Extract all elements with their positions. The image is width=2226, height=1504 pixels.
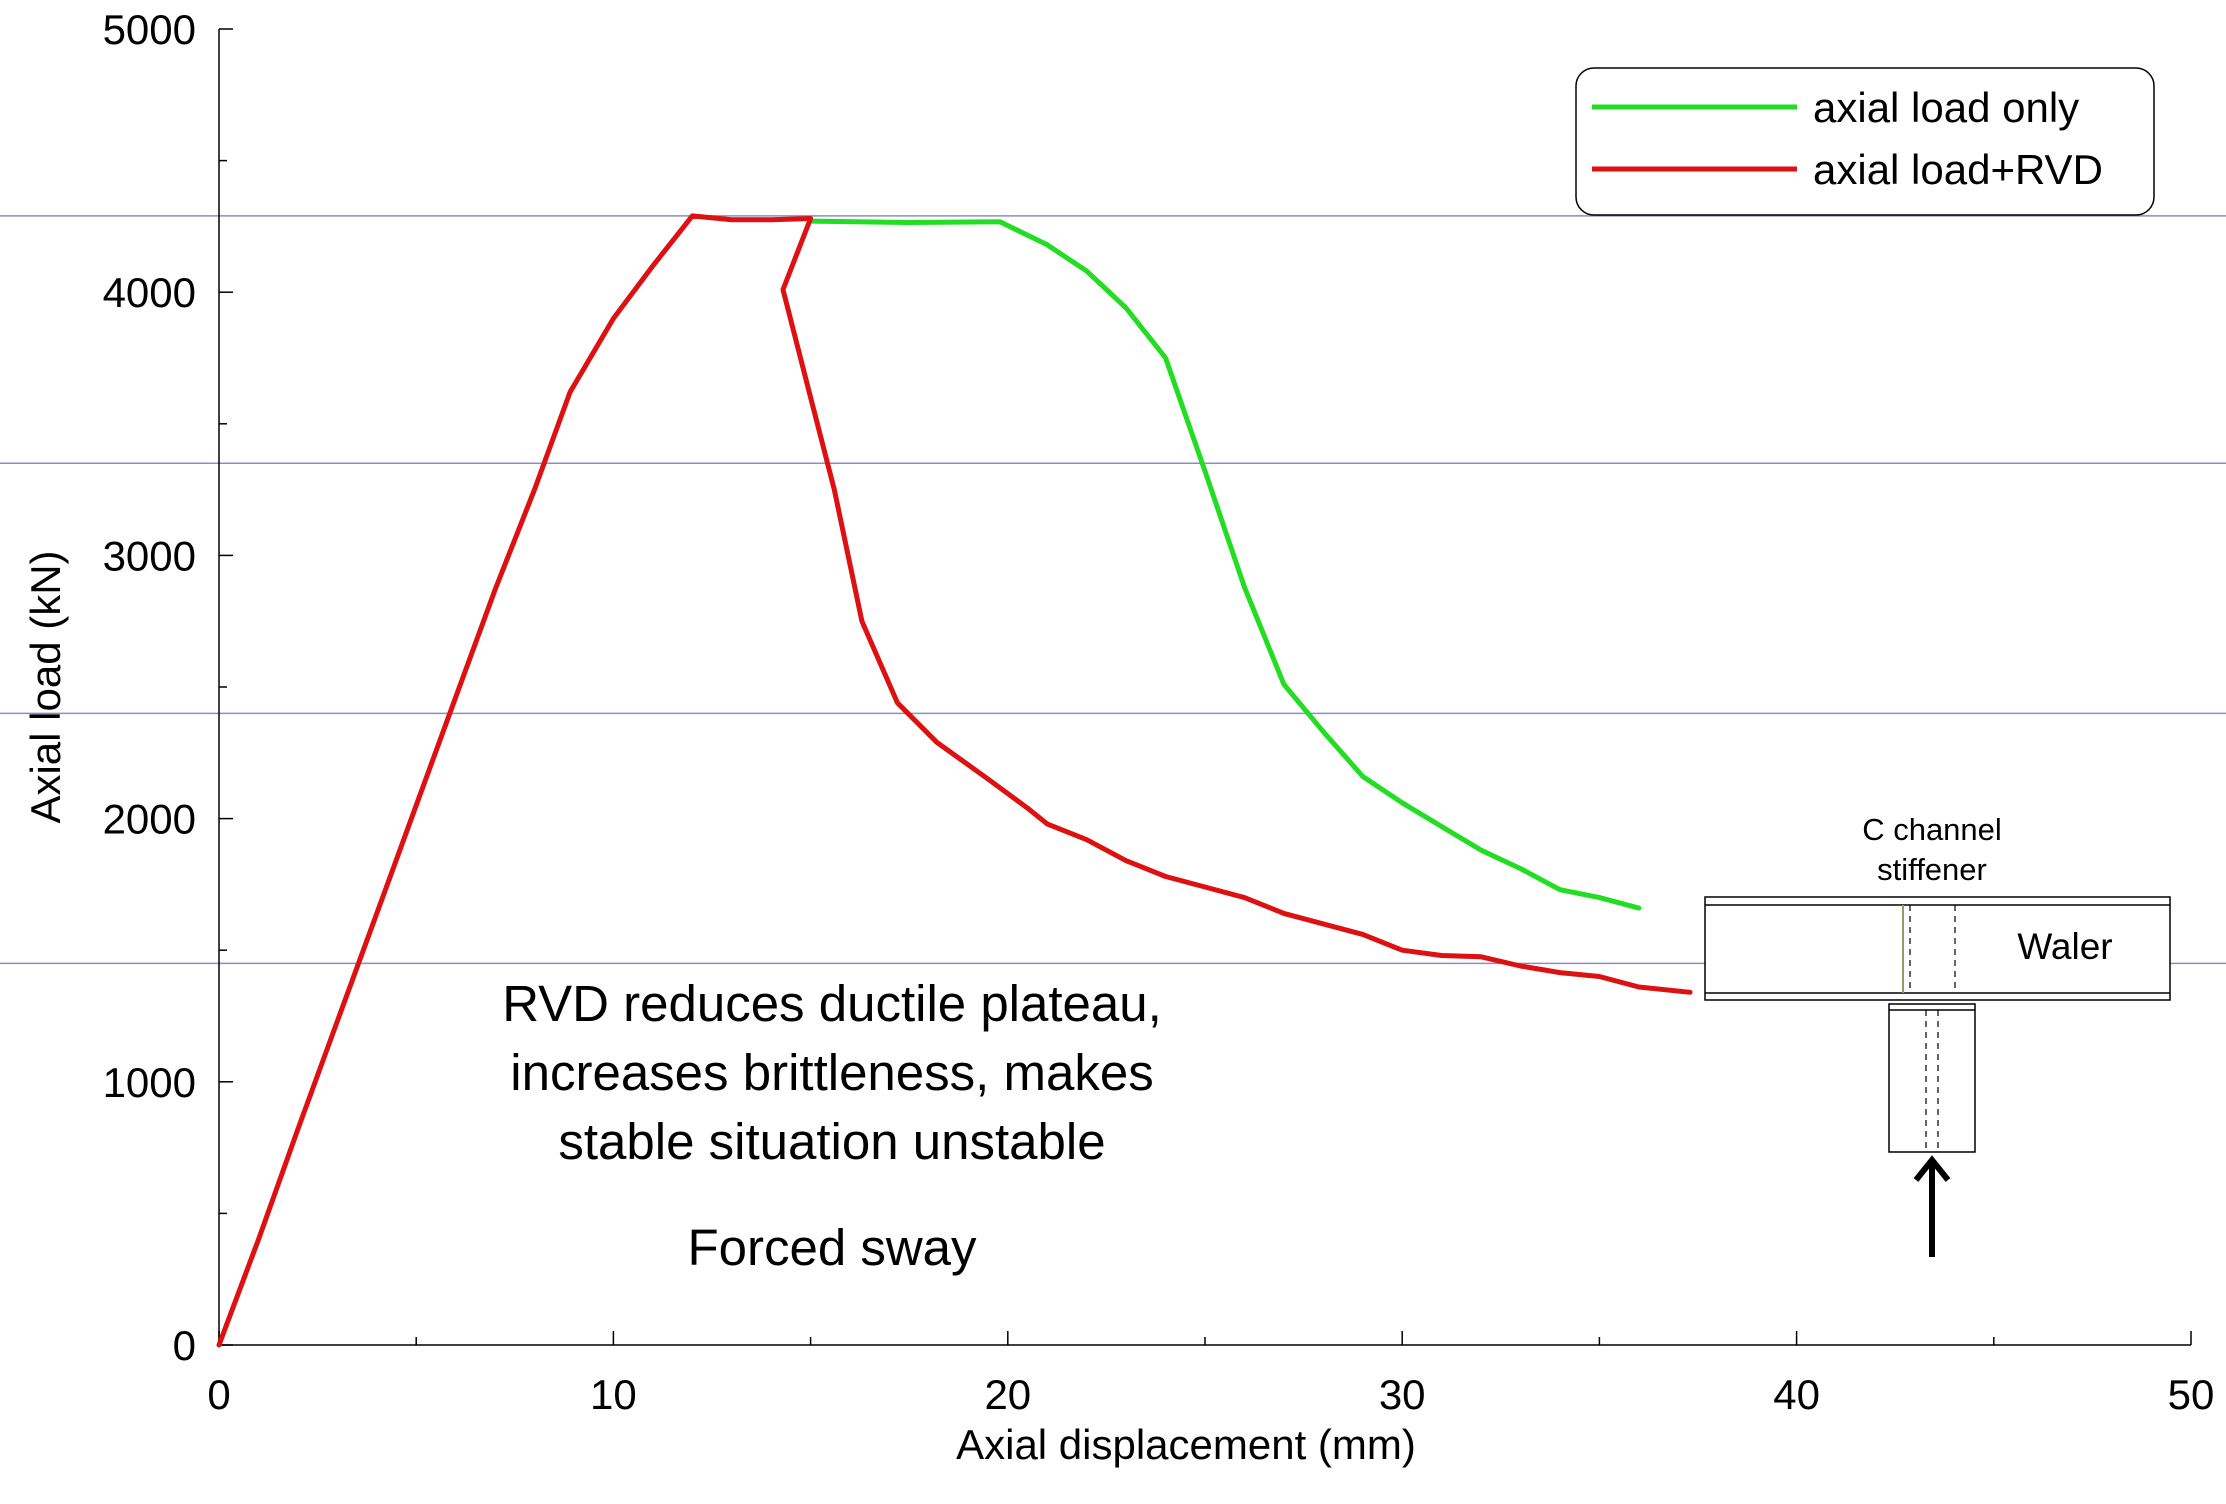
annotation: RVD reduces ductile plateau, increases b… (502, 975, 1162, 1276)
y-axis-title: Axial load (kN) (22, 550, 69, 823)
annotation-line-1: RVD reduces ductile plateau, (502, 975, 1162, 1032)
waler-beam (1704, 896, 2171, 1001)
inset-label-c-channel: C channel (1862, 812, 2002, 847)
y-tick-label: 4000 (103, 269, 196, 316)
y-tick-label: 2000 (103, 796, 196, 843)
y-tick-label: 1000 (103, 1059, 196, 1106)
inset-schematic: C channel stiffener Waler (1704, 812, 2171, 1257)
y-tick-label: 5000 (103, 6, 196, 53)
x-tick-label: 10 (590, 1371, 637, 1418)
annotation-line-2: increases brittleness, makes (510, 1044, 1153, 1101)
x-axis-title: Axial displacement (mm) (956, 1421, 1416, 1468)
x-tick-label: 30 (1379, 1371, 1426, 1418)
legend-label-axial-load-only: axial load only (1813, 84, 2079, 131)
y-tick-label: 3000 (103, 532, 196, 579)
legend-label-axial-load-rvd: axial load+RVD (1813, 146, 2103, 193)
annotation-forced-sway: Forced sway (687, 1219, 977, 1276)
ticks (218, 28, 2192, 1346)
series-line-axial-load-only (808, 218, 1642, 911)
waler-label: Waler (2017, 926, 2112, 967)
tick-labels: 0 10 20 30 40 50 0 1000 2000 3000 4000 5000 (103, 6, 2215, 1418)
strut-body (1888, 1003, 1976, 1153)
legend: axial load only axial load+RVD (1575, 67, 2155, 216)
x-tick-label: 0 (207, 1371, 230, 1418)
series-line-axial-load-rvd (216, 213, 1693, 1348)
series-lines (216, 213, 1693, 1348)
x-tick-label: 40 (1773, 1371, 1820, 1418)
annotation-line-3: stable situation unstable (558, 1113, 1105, 1170)
load-arrow-head (1913, 1155, 1951, 1182)
inset-label-stiffener: stiffener (1877, 852, 1987, 887)
x-tick-label: 50 (2168, 1371, 2215, 1418)
y-tick-label: 0 (173, 1322, 196, 1369)
x-tick-label: 20 (984, 1371, 1031, 1418)
